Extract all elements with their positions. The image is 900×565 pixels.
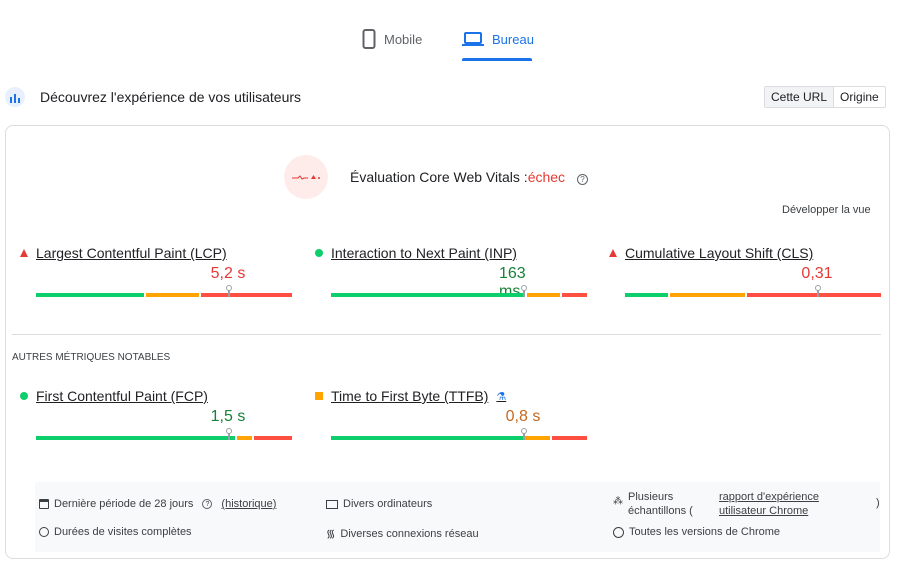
tab-bureau-label: Bureau [492,31,534,47]
bar-segment-good [36,293,145,297]
metric-cls: Cumulative Layout Shift (CLS) 0,31 [609,245,881,297]
tab-mobile-label: Mobile [384,31,423,47]
divider [12,334,881,335]
network-text: Diverses connexions réseau [340,527,479,540]
bar-segment-good [625,293,668,297]
durations-text: Durées de visites complètes [54,526,192,538]
bar-segment-needs-improvement [146,293,200,297]
bar-segment-needs-improvement [524,436,550,440]
poor-triangle-icon [609,249,617,257]
metric-inp: Interaction to Next Paint (INP) 163 ms [315,245,588,300]
bar-segment-poor [561,293,588,297]
durations-item: Durées de visites complètes [39,526,192,538]
active-tab-indicator [462,58,532,61]
phone-icon [362,29,376,49]
crux-users-icon [5,87,25,107]
chrome-icon [613,526,624,538]
distribution-bar [331,436,587,440]
bar-segment-poor [201,293,292,297]
p75-marker [521,285,527,297]
data-info-footer: Dernière période de 28 jours ? (historiq… [35,482,880,552]
metric-name[interactable]: Time to First Byte (TTFB) [331,388,489,404]
origin-button[interactable]: Origine [840,90,879,104]
bar-segment-good [36,436,236,440]
samples-text: Plusieurs échantillons ( [628,491,693,517]
tab-mobile[interactable]: Mobile [362,24,422,54]
wifi-icon: ᯾ [326,528,336,540]
chrome-item: Toutes les versions de Chrome [613,526,780,538]
metric-value: 5,2 s [210,265,246,282]
bar-segment-needs-improvement [669,293,746,297]
metric-ttfb: Time to First Byte (TTFB) ⚗ 0,8 s [315,388,587,440]
devices-item: Divers ordinateurs [326,498,432,510]
metric-name[interactable]: First Contentful Paint (FCP) [36,388,208,404]
crux-report-link[interactable]: rapport d'expérience utilisateur Chrome [719,491,819,517]
assessment-label: Évaluation Core Web Vitals : [350,169,528,185]
good-dot-icon [20,392,28,400]
scope-toggle[interactable]: Cette URL Origine [764,86,886,108]
metric-fcp: First Contentful Paint (FCP) 1,5 s [20,388,292,440]
chrome-text: Toutes les versions de Chrome [629,526,781,538]
metric-title[interactable]: First Contentful Paint (FCP) [20,388,276,404]
expand-view-link[interactable]: Développer la vue [782,204,871,216]
calendar-icon [39,499,49,509]
bar-segment-poor [551,436,587,440]
average-square-icon [315,392,323,400]
help-icon[interactable]: ? [576,174,588,185]
section-title: Découvrez l'expérience de vos utilisateu… [40,89,302,105]
distribution-bar [331,293,588,297]
metric-value: 0,8 s [505,408,541,425]
metric-lcp: Largest Contentful Paint (LCP) 5,2 s [20,245,292,297]
devices-text: Divers ordinateurs [343,498,433,510]
distribution-bar [625,293,881,297]
metric-name[interactable]: Interaction to Next Paint (INP) [331,245,517,261]
metric-value: 0,31 [801,265,833,282]
bar-segment-needs-improvement [527,293,560,297]
assessment-fail-icon [284,155,328,199]
good-dot-icon [315,249,323,257]
assessment-title: Évaluation Core Web Vitals :échec ? [350,169,588,185]
p75-marker [815,285,821,297]
bar-segment-poor [747,293,881,297]
p75-marker [521,428,527,440]
samples-item: ⁂ Plusieurs échantillons ( rapport d'exp… [613,490,880,518]
desktop-devices-icon [326,499,338,509]
distribution-bar [36,293,292,297]
bar-segment-good [331,293,526,297]
laptop-icon [462,32,484,46]
p75-marker [226,285,232,297]
bar-segment-poor [254,436,292,440]
stopwatch-icon [39,527,49,537]
history-link[interactable]: (historique) [221,498,277,510]
p75-marker [226,428,232,440]
samples-icon: ⁂ [613,496,623,507]
close-paren: ) [876,497,880,509]
other-metrics-title: AUTRES MÉTRIQUES NOTABLES [12,352,171,363]
period-text: Dernière période de 28 jours [54,498,194,510]
bar-segment-needs-improvement [237,436,253,440]
cwv-card [5,125,890,559]
period-item: Dernière période de 28 jours ? (historiq… [39,498,276,510]
metric-value: 1,5 s [210,408,246,425]
metric-title[interactable]: Cumulative Layout Shift (CLS) [609,245,865,261]
help-icon[interactable]: ? [202,499,213,509]
metric-title[interactable]: Time to First Byte (TTFB) ⚗ [315,388,571,404]
metric-name[interactable]: Cumulative Layout Shift (CLS) [625,245,814,261]
distribution-bar [36,436,292,440]
experimental-flask-icon: ⚗ [496,390,507,403]
assessment-status: échec [527,169,566,185]
metric-title[interactable]: Interaction to Next Paint (INP) [315,245,571,261]
this-url-button[interactable]: Cette URL [765,87,835,107]
poor-triangle-icon [20,249,28,257]
network-item: ᯾ Diverses connexions réseau [326,526,479,541]
tab-bureau[interactable]: Bureau [462,24,534,54]
metric-title[interactable]: Largest Contentful Paint (LCP) [20,245,276,261]
metric-name[interactable]: Largest Contentful Paint (LCP) [36,245,227,261]
bar-segment-good [331,436,523,440]
